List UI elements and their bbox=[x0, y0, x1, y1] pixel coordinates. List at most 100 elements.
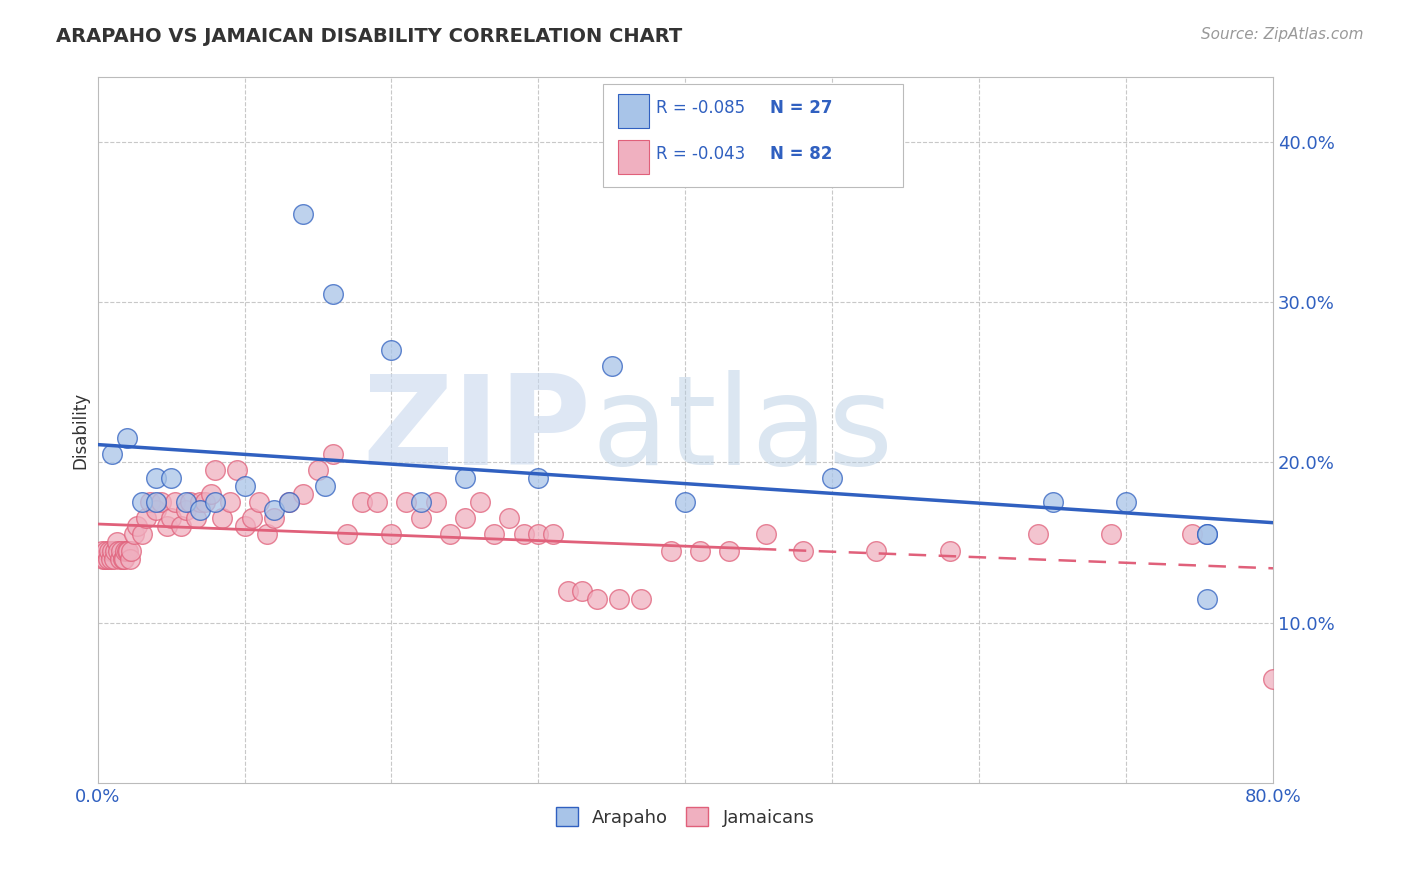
Point bbox=[190, 495, 212, 509]
Point bbox=[792, 543, 814, 558]
Point bbox=[1042, 495, 1064, 509]
Point bbox=[395, 495, 418, 509]
Point bbox=[263, 503, 285, 517]
Point bbox=[439, 527, 461, 541]
Point bbox=[93, 551, 115, 566]
Point bbox=[101, 543, 124, 558]
Point bbox=[131, 527, 153, 541]
Point bbox=[101, 447, 124, 461]
Point bbox=[204, 495, 226, 509]
Point bbox=[292, 207, 315, 221]
Point bbox=[468, 495, 491, 509]
Point bbox=[1261, 672, 1284, 686]
Point bbox=[689, 543, 711, 558]
Point bbox=[156, 519, 179, 533]
Point bbox=[336, 527, 359, 541]
Point bbox=[409, 495, 432, 509]
Point bbox=[1099, 527, 1122, 541]
Point bbox=[115, 431, 138, 445]
Point bbox=[145, 471, 167, 485]
Point bbox=[104, 543, 127, 558]
Point bbox=[1195, 527, 1218, 541]
Point bbox=[174, 503, 197, 517]
Point bbox=[557, 583, 579, 598]
Point bbox=[233, 519, 256, 533]
Point bbox=[454, 511, 477, 525]
Point bbox=[114, 543, 136, 558]
Point bbox=[111, 551, 134, 566]
Point bbox=[256, 527, 278, 541]
Point bbox=[200, 487, 222, 501]
Point bbox=[218, 495, 240, 509]
Text: R = -0.085: R = -0.085 bbox=[657, 99, 745, 117]
FancyBboxPatch shape bbox=[619, 94, 648, 128]
Point bbox=[673, 495, 696, 509]
Point bbox=[263, 511, 285, 525]
Point bbox=[821, 471, 844, 485]
FancyBboxPatch shape bbox=[619, 139, 648, 174]
Point bbox=[91, 543, 114, 558]
Point bbox=[755, 527, 778, 541]
Point bbox=[131, 495, 153, 509]
Point bbox=[939, 543, 962, 558]
Point bbox=[204, 463, 226, 477]
Point bbox=[97, 551, 120, 566]
Point bbox=[484, 527, 506, 541]
Point bbox=[322, 447, 344, 461]
Text: N = 27: N = 27 bbox=[770, 99, 832, 117]
Point bbox=[277, 495, 299, 509]
Point bbox=[380, 343, 402, 357]
Point bbox=[145, 503, 167, 517]
Point bbox=[135, 511, 157, 525]
Point bbox=[607, 591, 630, 606]
Point bbox=[149, 495, 172, 509]
Y-axis label: Disability: Disability bbox=[72, 392, 89, 469]
Point bbox=[322, 287, 344, 301]
Point bbox=[103, 551, 125, 566]
Point bbox=[600, 359, 623, 373]
Point bbox=[240, 511, 263, 525]
Point bbox=[1026, 527, 1049, 541]
FancyBboxPatch shape bbox=[603, 85, 903, 186]
Point bbox=[170, 519, 193, 533]
Point bbox=[117, 543, 139, 558]
Point bbox=[541, 527, 564, 541]
Point bbox=[211, 511, 233, 525]
Point bbox=[118, 551, 141, 566]
Legend: Arapaho, Jamaicans: Arapaho, Jamaicans bbox=[548, 800, 821, 834]
Point bbox=[139, 495, 162, 509]
Text: ARAPAHO VS JAMAICAN DISABILITY CORRELATION CHART: ARAPAHO VS JAMAICAN DISABILITY CORRELATI… bbox=[56, 27, 682, 45]
Point bbox=[115, 543, 138, 558]
Point bbox=[1181, 527, 1204, 541]
Point bbox=[194, 495, 217, 509]
Point bbox=[127, 519, 149, 533]
Point bbox=[190, 503, 212, 517]
Point bbox=[160, 511, 183, 525]
Point bbox=[1195, 527, 1218, 541]
Point bbox=[98, 543, 121, 558]
Point bbox=[571, 583, 593, 598]
Point bbox=[352, 495, 374, 509]
Point bbox=[498, 511, 520, 525]
Point bbox=[247, 495, 270, 509]
Point bbox=[184, 511, 207, 525]
Point bbox=[586, 591, 609, 606]
Point bbox=[1195, 591, 1218, 606]
Point bbox=[94, 551, 117, 566]
Point bbox=[659, 543, 682, 558]
Point bbox=[425, 495, 447, 509]
Point bbox=[409, 511, 432, 525]
Text: Source: ZipAtlas.com: Source: ZipAtlas.com bbox=[1201, 27, 1364, 42]
Point bbox=[630, 591, 652, 606]
Point bbox=[160, 471, 183, 485]
Point bbox=[314, 479, 336, 493]
Point bbox=[124, 527, 146, 541]
Point bbox=[366, 495, 388, 509]
Point bbox=[527, 527, 550, 541]
Point bbox=[1115, 495, 1137, 509]
Point bbox=[112, 551, 135, 566]
Point bbox=[96, 543, 118, 558]
Point bbox=[110, 543, 132, 558]
Point bbox=[865, 543, 887, 558]
Point bbox=[107, 543, 129, 558]
